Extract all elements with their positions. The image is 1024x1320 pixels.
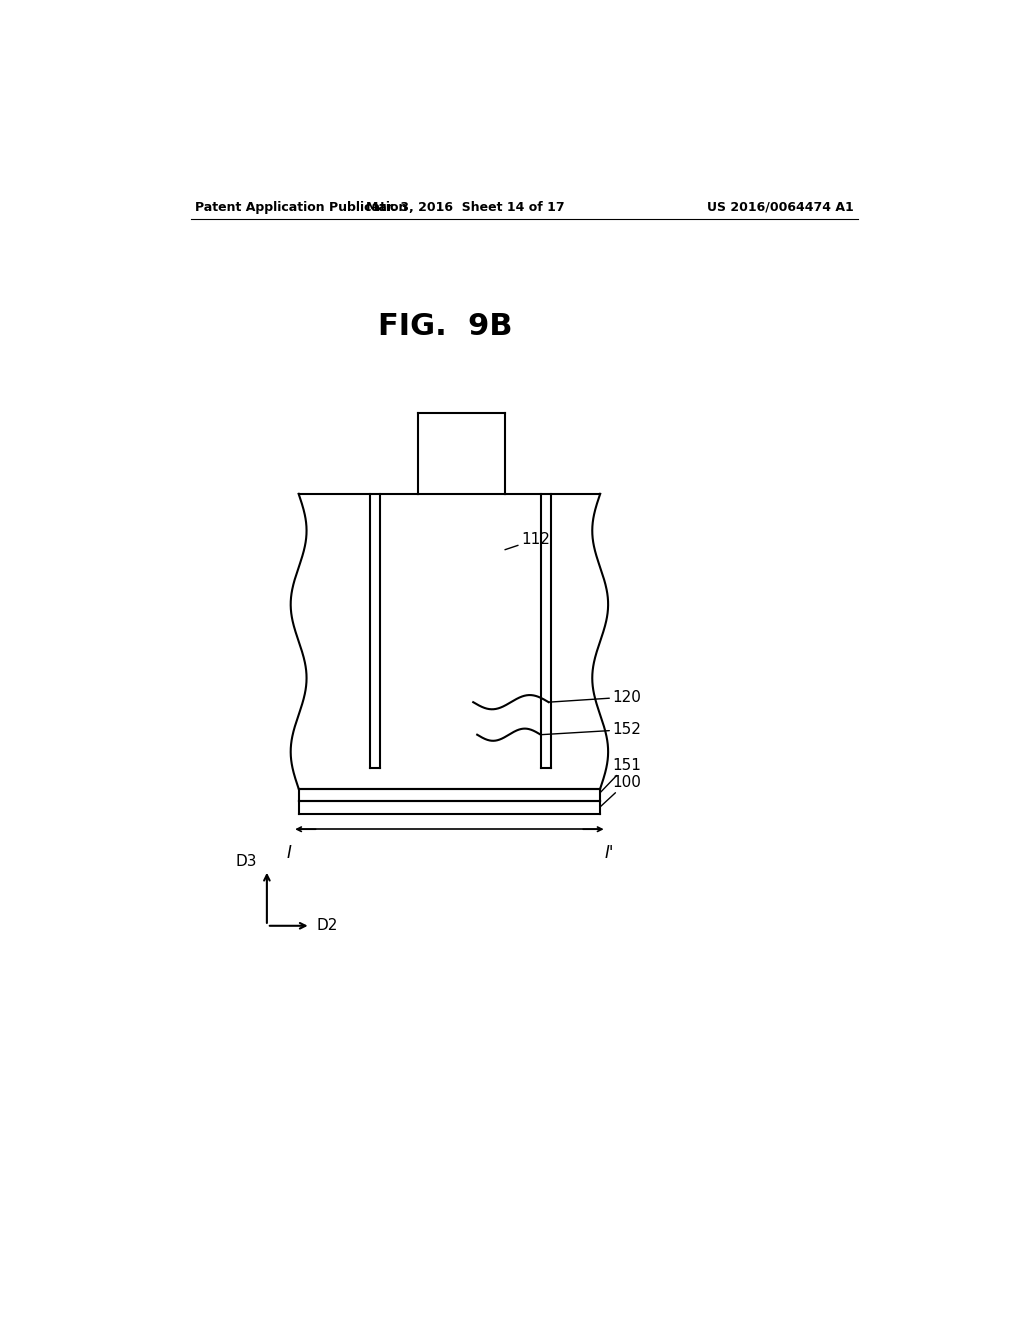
Text: 152: 152 bbox=[541, 722, 641, 737]
Text: 151: 151 bbox=[600, 758, 641, 792]
Text: D2: D2 bbox=[316, 919, 338, 933]
Text: Patent Application Publication: Patent Application Publication bbox=[196, 201, 408, 214]
Text: Mar. 3, 2016  Sheet 14 of 17: Mar. 3, 2016 Sheet 14 of 17 bbox=[366, 201, 564, 214]
Text: D3: D3 bbox=[236, 854, 257, 870]
Text: 112: 112 bbox=[505, 532, 550, 549]
Text: 100: 100 bbox=[600, 775, 641, 807]
Text: I': I' bbox=[605, 845, 614, 862]
Text: I: I bbox=[287, 845, 292, 862]
Text: US 2016/0064474 A1: US 2016/0064474 A1 bbox=[708, 201, 854, 214]
Text: 120: 120 bbox=[549, 689, 641, 705]
Text: FIG.  9B: FIG. 9B bbox=[378, 312, 513, 341]
